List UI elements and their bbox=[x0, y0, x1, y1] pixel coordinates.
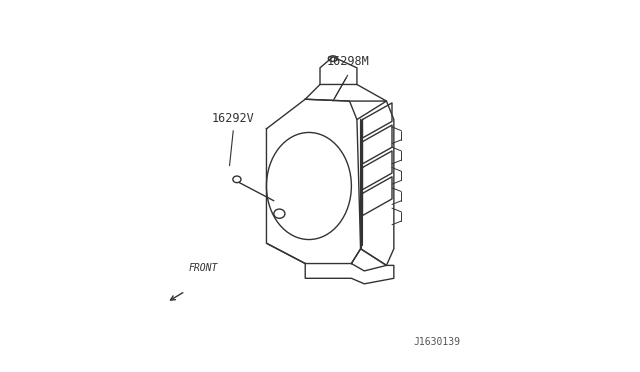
Text: J1630139: J1630139 bbox=[413, 337, 460, 347]
Ellipse shape bbox=[233, 176, 241, 183]
Text: 16292V: 16292V bbox=[212, 112, 255, 125]
Text: FRONT: FRONT bbox=[189, 263, 218, 273]
Text: 16298M: 16298M bbox=[326, 55, 369, 68]
